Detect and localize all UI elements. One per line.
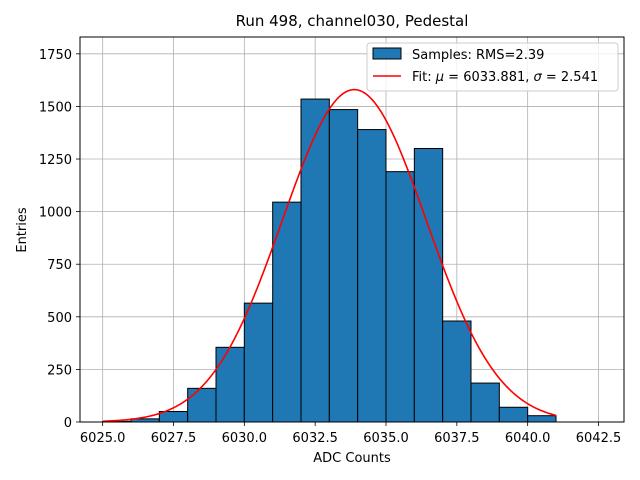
histogram-bar (243, 302, 274, 423)
y-tick-label: 1000 (39, 206, 72, 221)
y-tick-label: 1250 (39, 153, 72, 168)
legend-samples-patch (372, 47, 402, 60)
x-tick-label: 6027.5 (151, 431, 197, 446)
y-axis-label: Entries (15, 207, 30, 253)
x-tick-label: 6032.5 (292, 431, 338, 446)
legend: Samples: RMS=2.39 Fit: μ = 6033.881, σ =… (366, 42, 619, 92)
legend-box (366, 42, 619, 92)
histogram-bar (413, 148, 444, 423)
x-tick-label: 6035.0 (363, 431, 409, 446)
x-axis-ticks: 6025.0 6027.5 6030.0 6032.5 6035.0 6037.5 6040… (80, 422, 621, 446)
histogram-bar (498, 406, 529, 423)
x-axis-label: ADC Counts (313, 451, 391, 466)
histogram-bar (300, 98, 330, 423)
x-tick-label: 6042.5 (576, 431, 622, 446)
chart-title: Run 498, channel030, Pedestal (236, 12, 469, 30)
y-tick-label: 1500 (39, 100, 72, 115)
y-tick-label: 250 (47, 363, 72, 378)
histogram-bar (385, 171, 415, 423)
histogram-bar (328, 109, 359, 423)
histogram-bar (158, 410, 189, 423)
fit-curve (102, 88, 557, 423)
histogram-bars (102, 98, 557, 423)
y-axis-ticks: 0 250 500 750 1000 1250 1500 1750 (39, 48, 80, 431)
x-tick-label: 6040.0 (505, 431, 551, 446)
legend-fit-label: Fit: μ = 6033.881, σ = 2.541 (412, 70, 598, 85)
histogram-bar (187, 387, 217, 423)
x-tick-label: 6037.5 (434, 431, 480, 446)
legend-samples-label: Samples: RMS=2.39 (412, 48, 544, 63)
plot-frame (79, 36, 625, 423)
y-tick-label: 1750 (39, 48, 72, 63)
histogram-bar (470, 382, 500, 423)
histogram-bar (215, 346, 245, 423)
x-tick-label: 6030.0 (222, 431, 268, 446)
histogram-bar (357, 129, 387, 423)
histogram-bar (527, 415, 557, 423)
x-tick-label: 6025.0 (80, 431, 126, 446)
y-tick-label: 0 (64, 416, 72, 431)
y-tick-label: 500 (47, 311, 72, 326)
histogram-bar (442, 320, 472, 423)
y-tick-label: 750 (47, 258, 72, 273)
